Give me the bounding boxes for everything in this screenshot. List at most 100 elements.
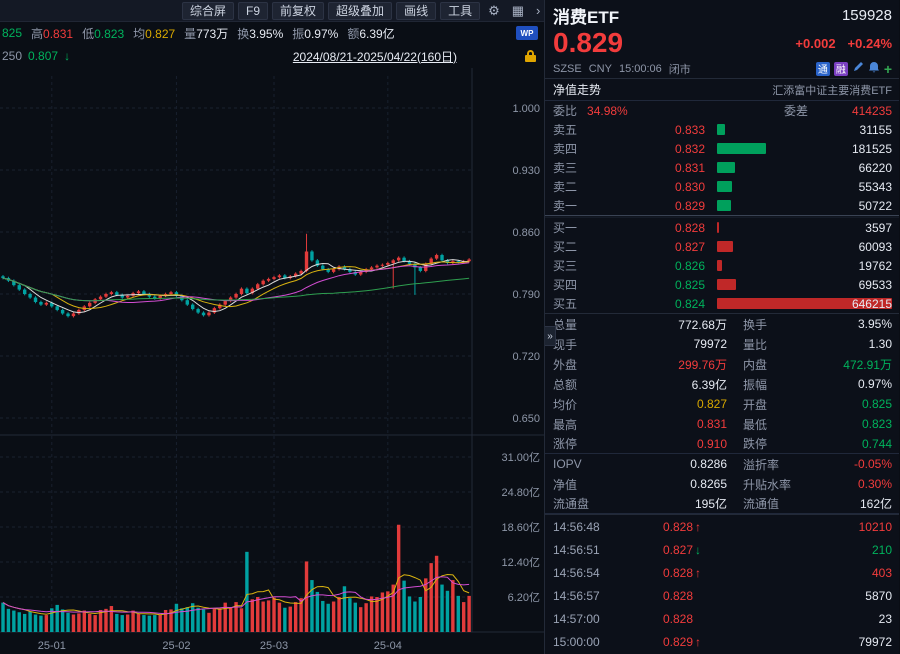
stat-row: 均价 0.827 开盘 0.825 (545, 394, 899, 414)
stat-row: 总额 6.39亿 振幅 0.97% (545, 374, 899, 394)
quote-time: 15:00:06 (618, 62, 662, 75)
info-field-6: 额6.39亿 (347, 25, 394, 42)
bid-row[interactable]: 买四 0.825 69533 (545, 275, 899, 294)
book-price: 0.827 (674, 239, 705, 254)
tab-netvalue-trend[interactable]: 净值走势 (553, 83, 602, 97)
kline-chart[interactable]: 1.000 0.930 0.860 0.790 0.720 0.650 31.00亿 24.8… (0, 68, 545, 654)
ask-row[interactable]: 卖五 0.833 31155 (545, 120, 899, 139)
stat-label: 跌停 (743, 437, 768, 451)
depth-bar (717, 298, 892, 309)
menu-item-0[interactable]: 综合屏 (182, 1, 235, 20)
depth-bar-wrap: 181525 (717, 139, 892, 158)
stat-label: 净值 (553, 477, 578, 492)
last-price: 0.829 (553, 27, 624, 58)
svg-text:6.20亿: 6.20亿 (508, 591, 540, 604)
grid-layout-icon[interactable]: ▦ (511, 2, 525, 18)
tick-time: 14:56:57 (553, 588, 600, 603)
stat-row: 总量 772.68万 换手 3.95% (545, 314, 899, 334)
ask-row[interactable]: 卖二 0.830 55343 (545, 177, 899, 196)
stat-value: 79972 (693, 337, 727, 351)
ask-row[interactable]: 卖四 0.832 181525 (545, 139, 899, 158)
info-field-value: 773万 (196, 26, 229, 41)
quote-panel: » 消费ETF 159928 0.829 +0.002 +0.24% SZSE … (545, 0, 899, 654)
gear-icon[interactable]: ⚙ (488, 2, 500, 18)
book-price: 0.833 (674, 122, 705, 137)
menu-item-4[interactable]: 画线 (396, 1, 437, 20)
quote-nav-row: 净值走势 汇添富中证主要消费ETF (545, 79, 899, 101)
menu-item-3[interactable]: 超级叠加 (328, 1, 393, 20)
depth-bar-wrap: 69533 (717, 275, 892, 294)
stat-value: 0.97% (857, 377, 892, 391)
tick-volume: 23 (878, 611, 892, 626)
bid-row[interactable]: 买三 0.826 19762 (545, 256, 899, 275)
bid-row[interactable]: 买一 0.828 3597 (545, 218, 899, 237)
info-field-label: 高 (31, 26, 44, 41)
stat-value: 0.8265 (690, 477, 727, 491)
book-row-label: 卖三 (553, 161, 578, 175)
tick-price: 0.828 (662, 520, 693, 535)
date-range[interactable]: 2024/08/21-2025/04/22(160日) (292, 49, 457, 64)
ask-row[interactable]: 卖一 0.829 50722 (545, 196, 899, 215)
info-field-4: 换3.95% (237, 25, 283, 42)
book-volume: 66220 (858, 160, 892, 175)
book-price: 0.828 (674, 220, 705, 235)
stats-grid: 总量 772.68万 换手 3.95% 现手 79972 量比 1.30 外盘 299.76万 内盘… (545, 314, 899, 515)
bell-icon[interactable] (868, 61, 880, 76)
tick-row: 14:56:48 0.828 ↑ 10210 (545, 516, 899, 539)
svg-text:25-03: 25-03 (260, 640, 288, 652)
svg-text:31.00亿: 31.00亿 (501, 451, 540, 464)
stat-value: 3.95% (857, 317, 892, 331)
ask-rows: 卖五 0.833 31155 卖四 0.832 181525 卖三 0.831 66220 卖二 0… (545, 120, 899, 215)
lock-icon[interactable] (525, 50, 536, 62)
bid-row[interactable]: 买二 0.827 60093 (545, 237, 899, 256)
ask-row[interactable]: 卖三 0.831 66220 (545, 158, 899, 177)
stat-label: 现手 (553, 337, 578, 352)
info-field-label: 换 (237, 26, 250, 41)
stat-label: 开盘 (743, 397, 768, 412)
pencil-icon[interactable] (852, 61, 864, 76)
stat-label: 溢折率 (743, 457, 780, 472)
stat-row: 最高 0.831 最低 0.823 (545, 414, 899, 434)
weicha-value: 414235 (851, 103, 892, 118)
book-volume: 31155 (859, 122, 892, 137)
stat-row: 外盘 299.76万 内盘 472.91万 (545, 354, 899, 374)
depth-bar (717, 200, 731, 211)
weibi-label: 委比 (553, 104, 578, 118)
depth-bar (717, 162, 735, 173)
book-volume: 3597 (865, 220, 892, 235)
book-volume: 181525 (851, 141, 892, 156)
menu-item-2[interactable]: 前复权 (272, 1, 325, 20)
tick-volume: 79972 (858, 634, 892, 649)
panel-collapse-handle[interactable]: » (545, 326, 556, 346)
menu-item-1[interactable]: F9 (238, 1, 269, 20)
bid-rows: 买一 0.828 3597 买二 0.827 60093 买三 0.826 19762 买四 0.8… (545, 218, 899, 313)
info-field-label: 额 (347, 26, 360, 41)
stat-value: -0.05% (853, 457, 892, 471)
chart-menubar: 综合屏 F9 前复权 超级叠加 画线 工具 ⚙ ▦ › (0, 0, 544, 22)
stat-label: 内盘 (743, 357, 768, 372)
depth-bar (717, 222, 719, 233)
menu-item-5[interactable]: 工具 (440, 1, 481, 20)
depth-bar-wrap: 55343 (717, 177, 892, 196)
stat-label: 流通值 (743, 497, 780, 511)
wp-badge[interactable]: WP (516, 26, 538, 40)
stat-value: 0.831 (696, 417, 727, 431)
weibi-value: 34.98% (587, 103, 628, 118)
book-price: 0.831 (674, 160, 705, 175)
book-row-label: 卖二 (553, 180, 578, 194)
info-field-2: 均0.827 (133, 25, 175, 42)
tick-time: 14:56:48 (553, 520, 600, 535)
stat-label: 流通盘 (553, 497, 590, 511)
tick-direction-icon: ↑ (695, 634, 701, 649)
info-field-label: 低 (82, 26, 95, 41)
info-field-3: 量773万 (184, 25, 228, 42)
bid-row[interactable]: 买五 0.824 646215 (545, 294, 899, 313)
stat-label: 量比 (743, 337, 768, 352)
book-row-label: 买三 (553, 259, 578, 273)
stat-row: IOPV 0.8286 溢折率 -0.05% (545, 454, 899, 474)
svg-text:18.60亿: 18.60亿 (501, 521, 540, 534)
chevron-right-icon[interactable]: › (536, 3, 541, 18)
add-icon[interactable]: + (883, 60, 892, 77)
tick-time: 14:56:51 (553, 543, 600, 558)
tick-price: 0.827 (662, 543, 693, 558)
